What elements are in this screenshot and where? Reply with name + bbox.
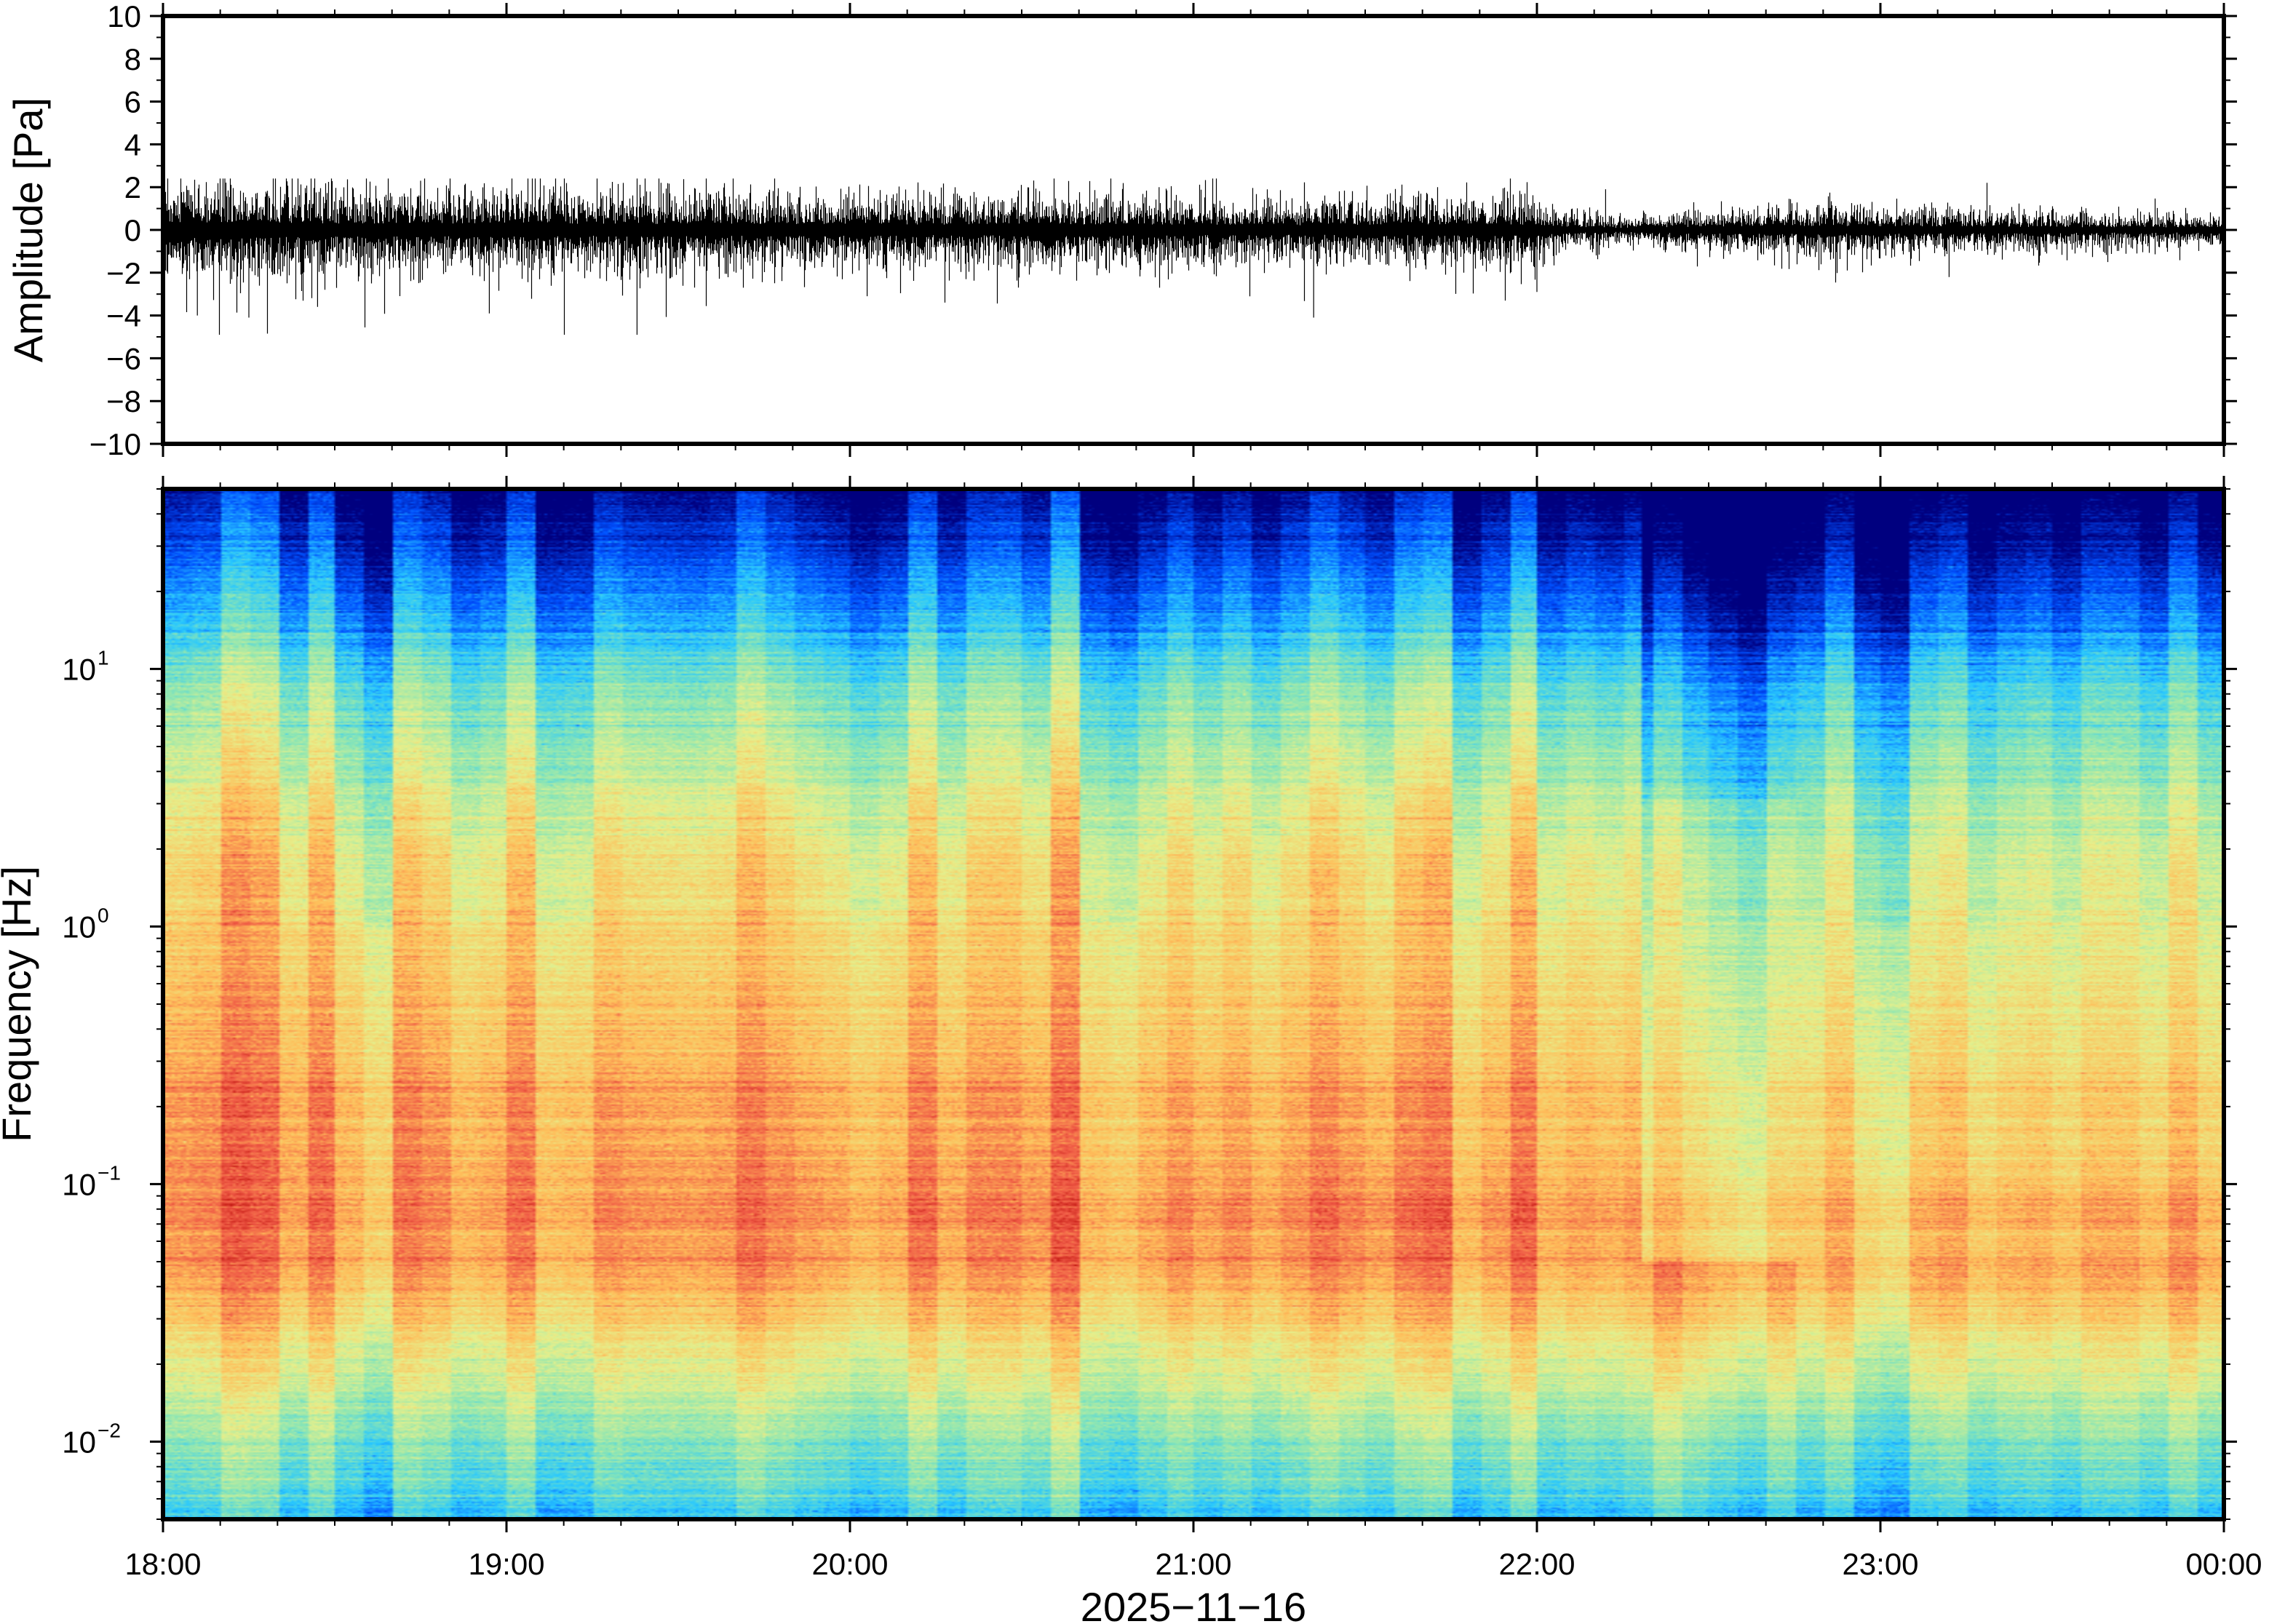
spectrogram-xtick-label: 22:00 bbox=[1498, 1547, 1575, 1581]
waveform-ytick-label: −10 bbox=[90, 427, 141, 461]
spectrogram-ytick-exponent: 0 bbox=[98, 904, 109, 926]
waveform-ytick-label: −4 bbox=[106, 299, 141, 333]
waveform-x-ticks bbox=[162, 3, 2225, 457]
waveform-ytick-label: −6 bbox=[106, 341, 141, 375]
spectrogram-ytick-label: 10 bbox=[62, 1425, 96, 1459]
waveform-panel: 10 8 6 4 2 0 −2 −4 −6 −8 −10 Amplitude [Pa] bbox=[5, 0, 2237, 461]
waveform-ylabel: Amplitude [Pa] bbox=[5, 97, 51, 362]
waveform-ytick-label: 8 bbox=[124, 42, 141, 76]
waveform-ytick-label: 0 bbox=[124, 213, 141, 247]
spectrogram-xtick-label: 21:00 bbox=[1155, 1547, 1231, 1581]
waveform-ytick-label: 2 bbox=[124, 170, 141, 204]
waveform-ytick-label: 6 bbox=[124, 85, 141, 119]
spectrogram-ytick-exponent: −1 bbox=[98, 1161, 121, 1184]
spectrogram-ytick-exponent: −2 bbox=[98, 1419, 121, 1441]
spectrogram-xlabel: 2025−11−16 bbox=[1081, 1584, 1306, 1624]
waveform-ytick-label: −8 bbox=[106, 384, 141, 418]
spectrogram-xtick-label: 00:00 bbox=[2185, 1547, 2262, 1581]
waveform-ytick-label: 10 bbox=[107, 0, 141, 33]
spectrogram-xtick-label: 20:00 bbox=[811, 1547, 888, 1581]
spectrogram-ytick-label: 10 bbox=[62, 1167, 96, 1201]
spectrogram-heatmap bbox=[163, 489, 2224, 1519]
spectrogram-xtick-label: 19:00 bbox=[468, 1547, 544, 1581]
spectrogram-xtick-label: 23:00 bbox=[1842, 1547, 1918, 1581]
spectrogram-x-axis: 18:00 19:00 20:00 21:00 22:00 23:00 00:00 bbox=[124, 476, 2262, 1581]
spectrogram-ytick-label: 10 bbox=[62, 909, 96, 944]
spectrogram-ytick-exponent: 1 bbox=[98, 646, 109, 669]
spectrogram-ylabel: Frequency [Hz] bbox=[0, 866, 39, 1142]
spectrogram-ytick-label: 10 bbox=[62, 652, 96, 686]
waveform-ytick-label: 4 bbox=[124, 127, 141, 162]
waveform-y-axis: 10 8 6 4 2 0 −2 −4 −6 −8 −10 bbox=[90, 0, 2237, 461]
spectrogram-xtick-label: 18:00 bbox=[124, 1547, 201, 1581]
waveform-ytick-label: −2 bbox=[106, 256, 141, 290]
